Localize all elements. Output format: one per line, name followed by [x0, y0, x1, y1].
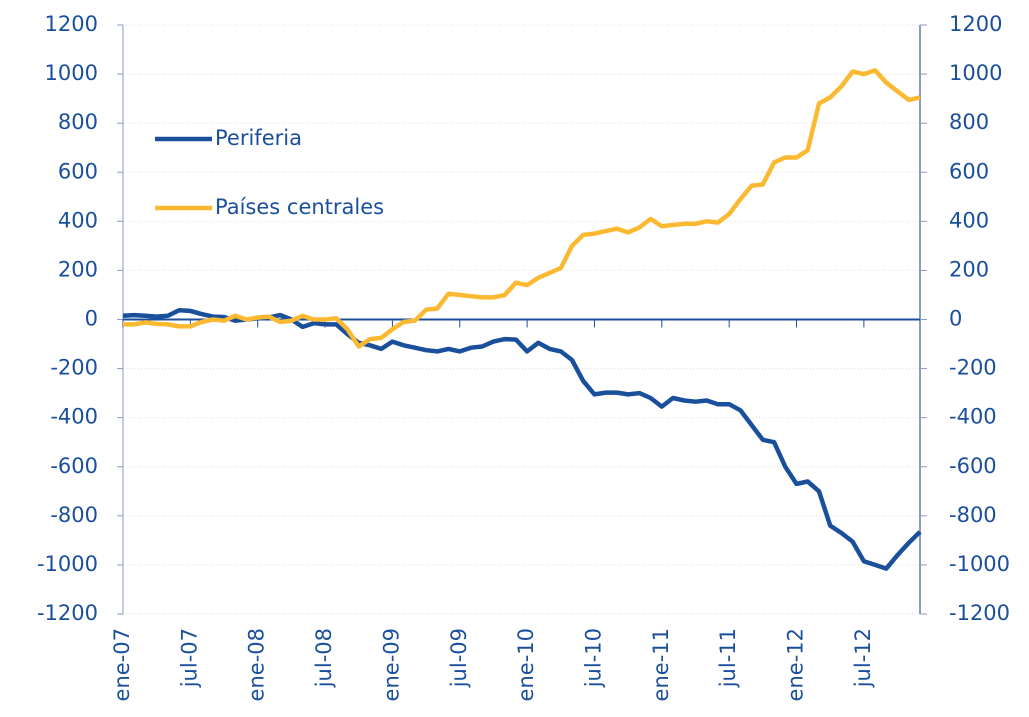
y-tick-label: 0: [85, 307, 98, 331]
series-line: [122, 307, 922, 571]
x-tick-label: jul-12: [851, 628, 875, 688]
y-tick-label: -1200: [37, 601, 98, 625]
legend-label: Países centrales: [215, 195, 384, 219]
y2-tick-label: 200: [949, 257, 989, 281]
y2-tick-label: 0: [949, 307, 962, 331]
y2-tick-label: 1000: [949, 61, 1002, 85]
y-tick-label: -600: [50, 454, 98, 478]
y2-tick-label: 1200: [949, 12, 1002, 36]
x-tick-label: ene-07: [110, 628, 134, 701]
x-tick-label: jul-07: [177, 628, 201, 688]
x-tick-label: jul-11: [716, 628, 740, 688]
y-tick-label: -800: [50, 503, 98, 527]
y-tick-label: 200: [58, 257, 98, 281]
y-tick-label: -400: [50, 405, 98, 429]
x-tick-label: jul-09: [447, 628, 471, 688]
x-tick-label: ene-10: [514, 628, 538, 701]
y-tick-label: -200: [50, 356, 98, 380]
y2-tick-label: -1200: [949, 601, 1010, 625]
series-line: [123, 68, 921, 349]
x-tick-label: ene-11: [649, 628, 673, 701]
y-tick-label: 1200: [45, 12, 98, 36]
y2-tick-label: -600: [949, 454, 997, 478]
legend-label: Periferia: [215, 126, 302, 150]
y-tick-label: -1000: [37, 552, 98, 576]
y2-tick-label: 400: [949, 208, 989, 232]
y2-tick-label: 600: [949, 159, 989, 183]
x-tick-label: ene-12: [784, 628, 808, 701]
y-tick-label: 600: [58, 159, 98, 183]
x-tick-label: jul-10: [581, 628, 605, 688]
x-tick-label: ene-09: [379, 628, 403, 701]
y2-tick-label: -1000: [949, 552, 1010, 576]
y2-tick-label: -200: [949, 356, 997, 380]
y-tick-label: 800: [58, 110, 98, 134]
y2-tick-label: 800: [949, 110, 989, 134]
y2-tick-label: -400: [949, 405, 997, 429]
x-tick-label: jul-08: [312, 628, 336, 688]
y-tick-label: 400: [58, 208, 98, 232]
x-tick-label: ene-08: [245, 628, 269, 701]
y2-tick-label: -800: [949, 503, 997, 527]
y-tick-label: 1000: [45, 61, 98, 85]
